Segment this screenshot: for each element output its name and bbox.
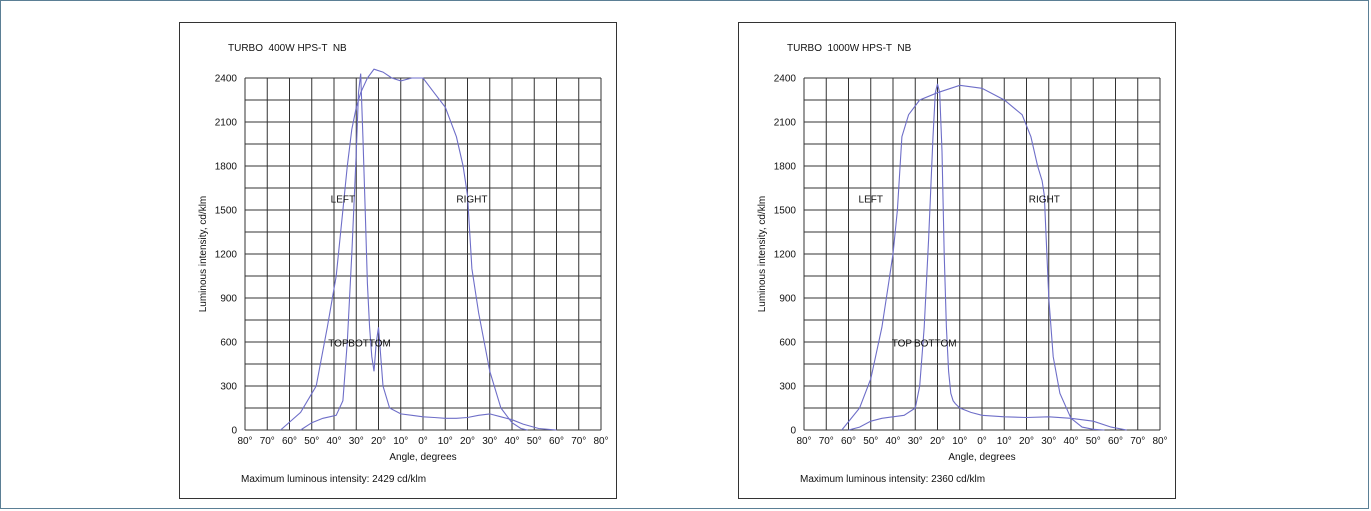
x-tick-label: 80° xyxy=(593,436,608,447)
x-tick-label: 80° xyxy=(796,436,811,447)
x-axis-label: Angle, degrees xyxy=(948,452,1015,463)
y-tick-label: 0 xyxy=(231,426,237,437)
y-tick-label: 1200 xyxy=(774,250,797,261)
y-tick-label: 1200 xyxy=(215,250,238,261)
x-tick-label: 70° xyxy=(1130,436,1145,447)
curve-label-right: RIGHT xyxy=(1029,195,1060,206)
grid xyxy=(803,77,1161,431)
y-tick-label: 300 xyxy=(779,382,796,393)
x-tick-label: 50° xyxy=(1086,436,1101,447)
chart-title: TURBO 400W HPS-T NB xyxy=(228,43,347,54)
x-tick-label: 20° xyxy=(371,436,386,447)
x-tick-label: 20° xyxy=(1019,436,1034,447)
y-tick-label: 600 xyxy=(779,338,796,349)
x-axis-label: Angle, degrees xyxy=(389,452,456,463)
x-tick-label: 10° xyxy=(393,436,408,447)
y-tick-label: 300 xyxy=(220,382,237,393)
y-tick-label: 600 xyxy=(220,338,237,349)
x-tick-label: 40° xyxy=(1063,436,1078,447)
chart-title: TURBO 1000W HPS-T NB xyxy=(787,43,912,54)
x-tick-label: 60° xyxy=(1108,436,1123,447)
x-tick-label: 20° xyxy=(460,436,475,447)
x-tick-label: 0° xyxy=(977,436,987,447)
y-tick-label: 2400 xyxy=(774,74,797,85)
curve-label-left: LEFT xyxy=(331,195,355,206)
x-tick-label: 70° xyxy=(260,436,275,447)
x-tick-label: 30° xyxy=(349,436,364,447)
x-tick-label: 30° xyxy=(1041,436,1056,447)
max-intensity-note: Maximum luminous intensity: 2360 cd/klm xyxy=(800,474,986,485)
y-tick-label: 2400 xyxy=(215,74,238,85)
y-tick-label: 1800 xyxy=(215,162,238,173)
curve-label-right: RIGHT xyxy=(456,195,487,206)
y-tick-label: 1800 xyxy=(774,162,797,173)
y-axis-label: Luminous intensity, cd/klm xyxy=(757,196,768,313)
y-tick-label: 900 xyxy=(220,294,237,305)
x-tick-label: 10° xyxy=(997,436,1012,447)
y-tick-label: 900 xyxy=(779,294,796,305)
series-line xyxy=(841,84,1105,431)
x-tick-label: 50° xyxy=(304,436,319,447)
chart-svg: 0 300 600 900 1200 1500 1800 2100 2400 80° 70° 60° 5… xyxy=(198,68,609,463)
x-tick-label: 80° xyxy=(1152,436,1167,447)
y-tick-label: 1500 xyxy=(774,206,797,217)
grid xyxy=(244,77,602,431)
x-tick-label: 30° xyxy=(482,436,497,447)
x-tick-label: 60° xyxy=(282,436,297,447)
y-tick-label: 2100 xyxy=(215,118,238,129)
series-line xyxy=(280,68,528,431)
x-tick-label: 30° xyxy=(908,436,923,447)
x-tick-label: 60° xyxy=(841,436,856,447)
y-tick-label: 2100 xyxy=(774,118,797,129)
x-tick-label: 70° xyxy=(571,436,586,447)
x-tick-label: 40° xyxy=(504,436,519,447)
curve-label-bottom: BOTTOM xyxy=(348,338,391,349)
y-tick-label: 0 xyxy=(790,426,796,437)
x-tick-label: 50° xyxy=(863,436,878,447)
curve-label-top: TOP xyxy=(892,338,913,349)
x-tick-label: 40° xyxy=(326,436,341,447)
x-tick-label: 60° xyxy=(549,436,564,447)
max-intensity-note: Maximum luminous intensity: 2429 cd/klm xyxy=(241,474,427,485)
photometric-chart-400w: TURBO 400W HPS-T NB 0 300 600 900 1200 1500 18… xyxy=(179,22,617,499)
curve-label-top: TOP xyxy=(328,338,349,349)
series-line xyxy=(300,73,557,431)
x-tick-label: 20° xyxy=(930,436,945,447)
curve-label-bottom: BOTTOM xyxy=(914,338,957,349)
x-tick-label: 10° xyxy=(952,436,967,447)
curve-label-left: LEFT xyxy=(859,195,883,206)
y-tick-label: 1500 xyxy=(215,206,238,217)
x-tick-label: 10° xyxy=(438,436,453,447)
x-tick-label: 80° xyxy=(237,436,252,447)
x-tick-label: 40° xyxy=(885,436,900,447)
x-tick-label: 70° xyxy=(819,436,834,447)
chart-svg: 0 300 600 900 1200 1500 1800 2100 2400 80° 70° 60° 5… xyxy=(757,74,1168,464)
photometric-chart-1000w: TURBO 1000W HPS-T NB 0 300 600 900 1200 1500 1… xyxy=(738,22,1176,499)
series-line xyxy=(848,83,1127,431)
y-axis-label: Luminous intensity, cd/klm xyxy=(198,196,209,313)
x-tick-label: 0° xyxy=(418,436,428,447)
x-tick-label: 50° xyxy=(527,436,542,447)
